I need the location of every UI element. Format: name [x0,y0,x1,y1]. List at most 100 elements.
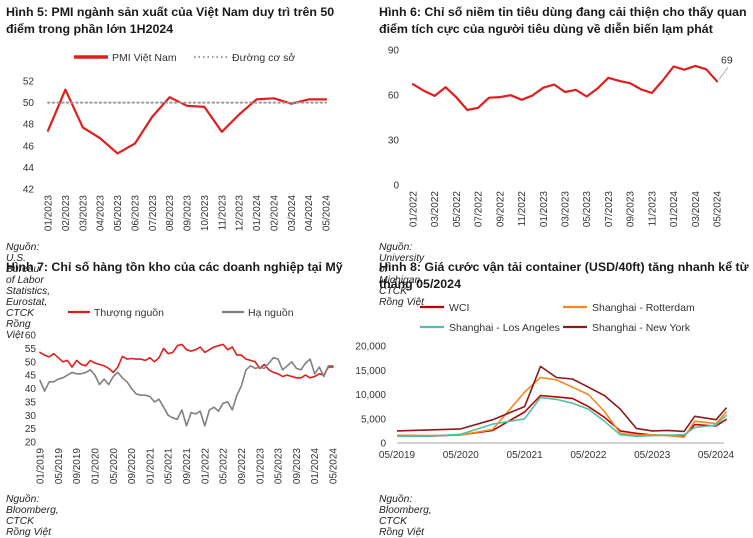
x-tick-label: 05/2024 [713,191,724,228]
chart-source: Nguồn: Bloomberg, CTCK Rồng Việt [379,494,432,538]
chart-hinh-8: 0 5,000 10,000 15,000 20,000 05/2019 05/2020 05… [355,302,735,461]
legend-label: Thượng nguồn [94,307,164,319]
y-tick-label: 35 [25,397,37,408]
legend-label: WCI [449,302,469,314]
x-tick-label: 01/2024 [310,448,321,485]
x-tick-label: 05/2024 [322,195,333,232]
y-tick-label: 50 [23,98,35,109]
series-line-shanghai-rotterdam [396,376,728,439]
chart-hinh-6: 0 30 60 90 01/2022 03/2022 05/2022 07/2022 09/20… [388,46,733,228]
x-tick-label: 01/2020 [90,448,101,485]
y-tick-label: 52 [23,77,35,88]
y-tick-label: 50 [25,357,37,368]
x-tick-label: 09/2021 [182,448,193,485]
x-tick-label: 07/2023 [148,195,159,232]
chart-title: Hình 7: Chỉ số hàng tồn kho của các doan… [6,260,343,274]
x-tick-label: 08/2023 [165,195,176,232]
series-line-shanghai-los-angeles [397,396,728,438]
y-tick-label: 0 [393,181,399,192]
y-tick-label: 90 [388,46,400,57]
x-tick-label: 05/2019 [379,450,416,461]
x-tick-label: 01/2024 [669,191,680,228]
x-tick-label: 01/2021 [145,448,156,485]
x-tick-label: 07/2023 [604,191,615,228]
y-tick-label: 40 [25,384,37,395]
x-tick-label: 05/2024 [698,450,735,461]
series-line-h-ngu-n [39,356,334,427]
y-tick-label: 0 [380,439,386,450]
x-tick-label: 11/2023 [647,191,658,227]
x-tick-label: 07/2022 [474,191,485,228]
legend-label: Shanghai - Rotterdam [592,302,695,314]
legend-label: Shanghai - Los Angeles [449,322,560,334]
x-tick-label: 11/2023 [217,195,228,231]
chart-title: Hình 8: Giá cước vận tải container (USD/… [379,260,749,291]
series-line-pmi-vi-t-nam [46,88,328,155]
x-tick-label: 02/2024 [269,195,280,232]
y-tick-label: 46 [23,141,35,152]
y-tick-label: 45 [25,371,37,382]
x-tick-label: 03/2024 [287,195,298,232]
chart-hinh-7: 20 25 30 35 40 45 50 55 60 01/2019 05/2019 09/2019 0… [25,307,340,485]
x-tick-label: 09/2023 [292,448,303,485]
y-tick-label: 60 [388,91,400,102]
x-tick-label: 01/2022 [200,448,211,485]
x-tick-label: 05/2023 [634,450,671,461]
x-tick-label: 03/2022 [430,191,441,228]
x-tick-label: 06/2023 [130,195,141,232]
y-tick-label: 20 [25,438,37,449]
chart-source: Nguồn: U.S. Bureau of Labor Statistics, … [6,242,51,341]
chart-hinh-5: 42 44 46 48 50 52 01/2023 02/2023 03/2023 04/2023… [23,52,333,232]
legend-label: Đường cơ sở [232,52,295,64]
series-line-th-ng-ngu-n [39,343,334,379]
y-tick-label: 10,000 [355,390,386,401]
x-tick-label: 03/2023 [561,191,572,228]
x-tick-label: 01/2024 [252,195,263,232]
y-tick-label: 55 [25,344,37,355]
x-tick-label: 09/2019 [72,448,83,485]
legend-label: Hạ nguồn [248,307,294,319]
chart-source: Nguồn: University of Michigan, CTCK Rồng… [379,242,425,308]
legend-label: PMI Việt Nam [112,52,177,64]
x-tick-label: 12/2023 [235,195,246,232]
x-tick-label: 01/2023 [539,191,550,228]
x-tick-label: 05/2022 [452,191,463,228]
x-tick-label: 01/2019 [36,448,47,485]
x-tick-label: 10/2023 [200,195,211,232]
x-tick-label: 05/2023 [582,191,593,228]
series-line-shanghai-new-york [396,365,728,433]
x-tick-label: 03/2023 [78,195,89,232]
y-tick-label: 15,000 [355,366,386,377]
x-tick-label: 05/2022 [219,448,230,485]
x-tick-label: 04/2024 [304,195,315,232]
annotation-leader [718,67,729,80]
y-tick-label: 48 [23,120,35,131]
x-tick-label: 05/2019 [54,448,65,485]
y-tick-label: 25 [25,424,37,435]
annotation-label: 69 [721,54,733,66]
x-tick-label: 05/2023 [274,448,285,485]
x-tick-label: 09/2020 [127,448,138,485]
x-tick-label: 01/2023 [255,448,266,485]
y-tick-label: 60 [25,331,37,342]
y-tick-label: 42 [23,185,35,196]
x-tick-label: 09/2023 [626,191,637,228]
chart-title: Hình 5: PMI ngành sản xuất của Việt Nam … [6,5,335,36]
x-tick-label: 05/2022 [570,450,607,461]
x-tick-label: 01/2023 [44,195,55,232]
legend-label: Shanghai - New York [592,322,691,334]
x-tick-label: 02/2023 [61,195,72,232]
series-line-main [411,64,719,112]
y-tick-label: 5,000 [361,414,386,425]
chart-title: Hình 6: Chỉ số niềm tin tiêu dùng đang c… [379,5,747,36]
x-tick-label: 05/2023 [113,195,124,232]
x-tick-label: 09/2022 [495,191,506,228]
x-tick-label: 05/2021 [507,450,544,461]
x-tick-label: 05/2020 [443,450,480,461]
y-tick-label: 44 [23,163,35,174]
x-tick-label: 09/2023 [183,195,194,232]
x-tick-label: 11/2022 [517,191,528,227]
x-tick-label: 01/2022 [409,191,420,228]
x-tick-label: 04/2023 [96,195,107,232]
y-tick-label: 30 [388,136,400,147]
